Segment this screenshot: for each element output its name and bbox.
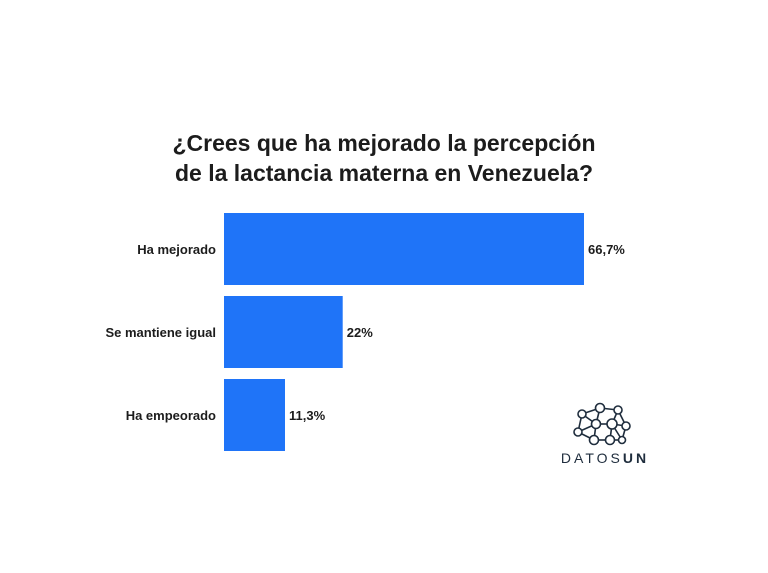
value-label-2: 11,3% [289, 408, 326, 423]
bar-1 [224, 296, 343, 368]
bar-2 [224, 379, 285, 451]
category-label-0: Ha mejorado [137, 242, 216, 257]
brand-logo-text-light: DATOS [560, 450, 623, 466]
brand-logo-text: DATOSUN [560, 450, 650, 466]
chart-title: ¿Crees que ha mejorado la percepción de … [0, 128, 768, 188]
network-nodes-icon [573, 402, 631, 446]
chart-title-line-2: de la lactancia materna en Venezuela? [174, 160, 594, 186]
chart-title-line-1: ¿Crees que ha mejorado la percepción [172, 130, 596, 156]
value-label-0: 66,7% [588, 242, 625, 257]
value-label-1: 22% [347, 325, 373, 340]
brand-logo-text-bold: UN [622, 450, 650, 466]
category-label-2: Ha empeorado [126, 408, 216, 423]
bar-0 [224, 213, 584, 285]
category-label-1: Se mantiene igual [105, 325, 216, 340]
